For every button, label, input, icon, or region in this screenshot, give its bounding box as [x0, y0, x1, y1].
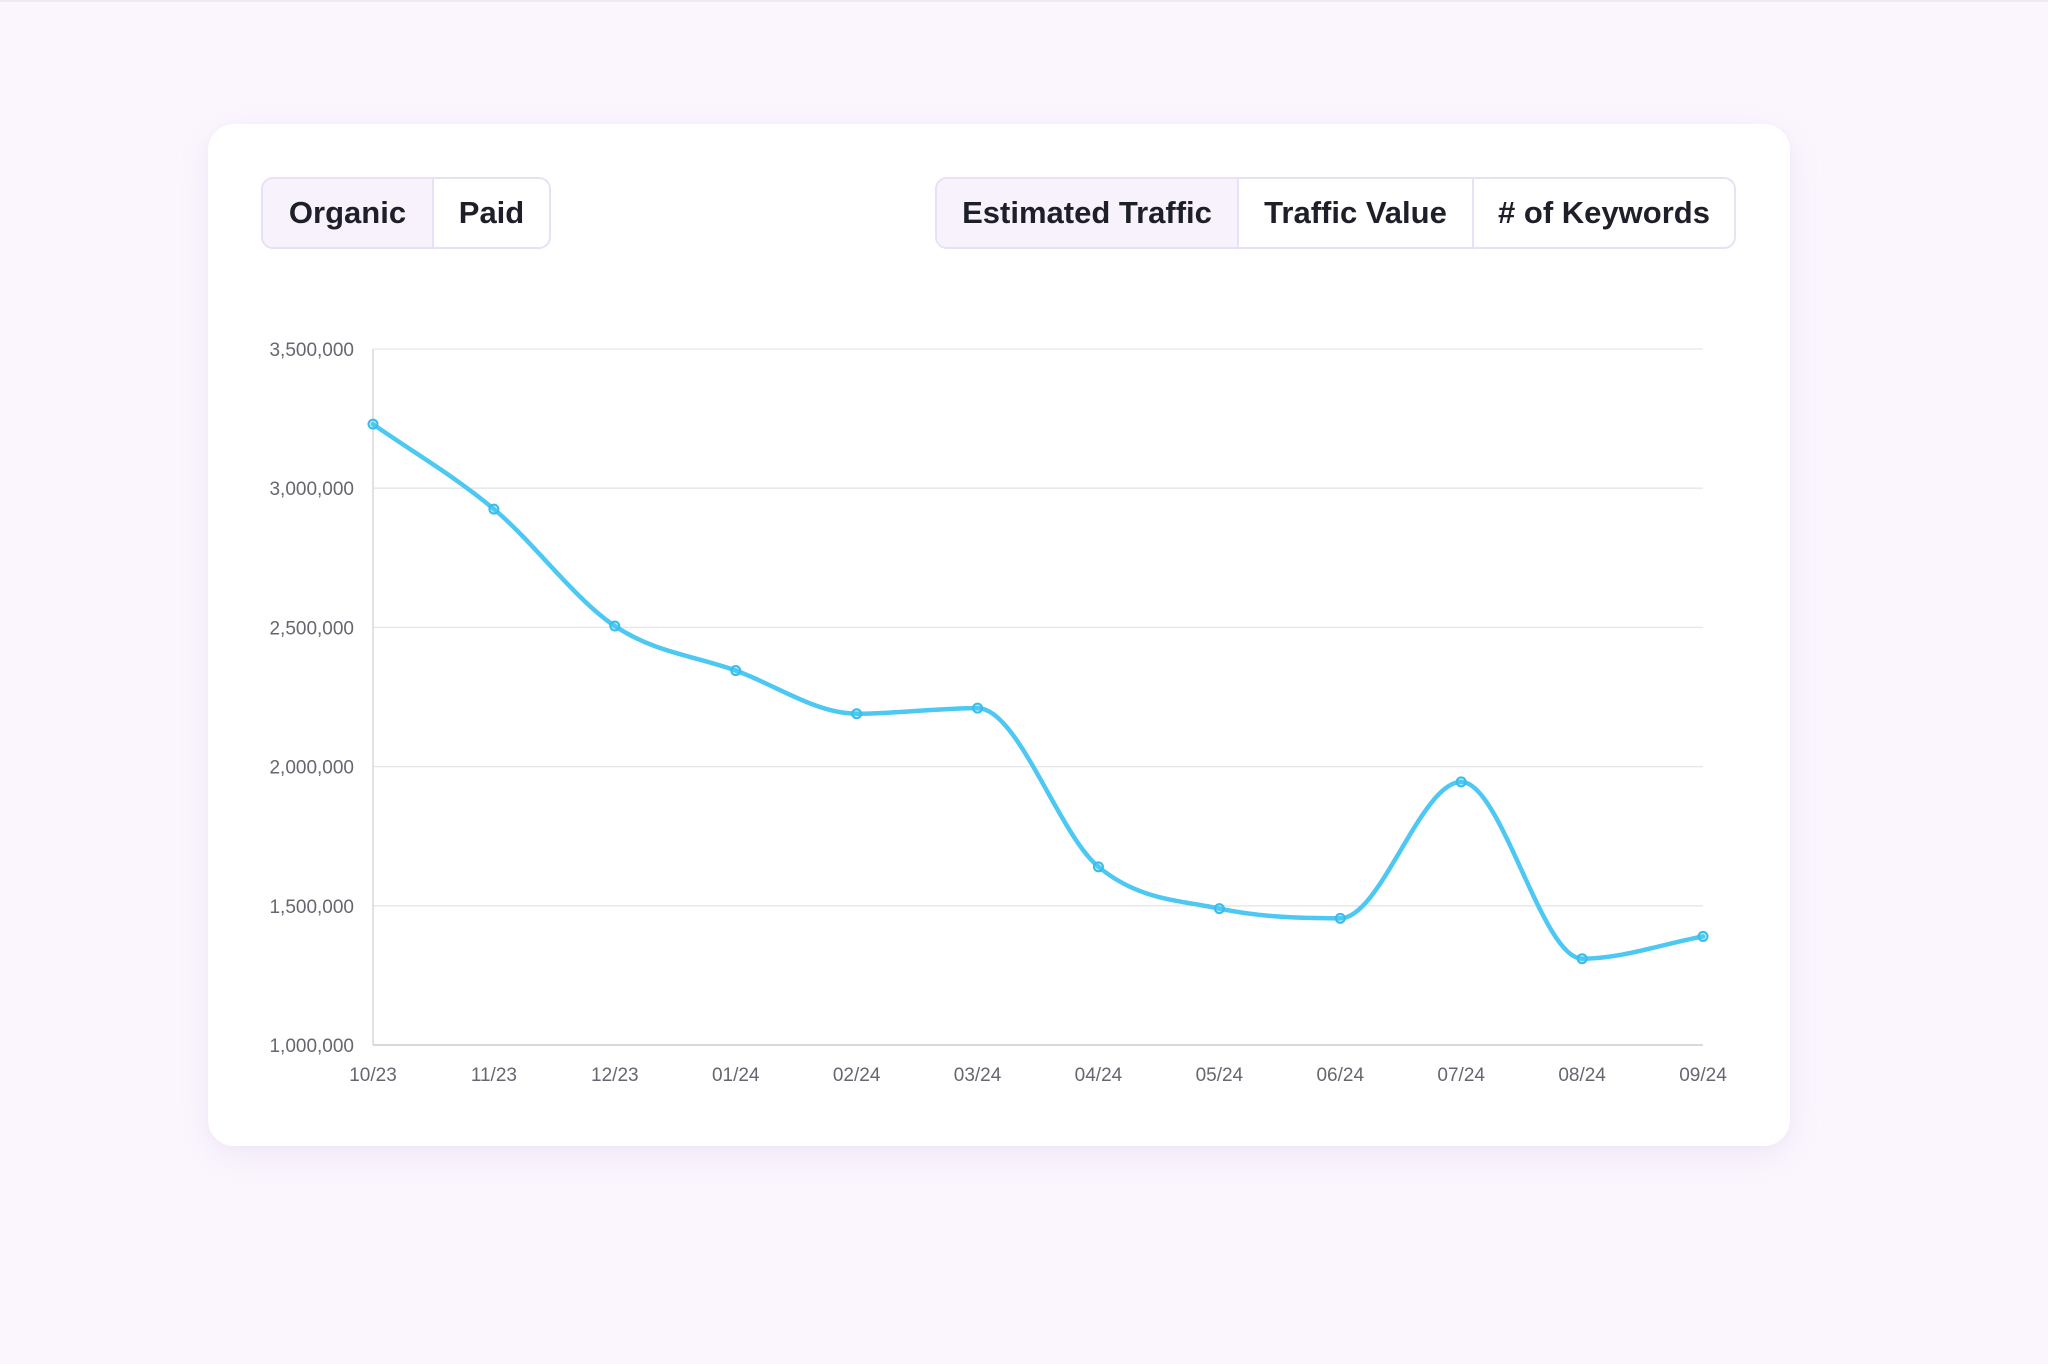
- x-tick-label: 08/24: [1558, 1065, 1606, 1086]
- x-tick-label: 10/23: [349, 1065, 397, 1086]
- data-point: [1455, 776, 1467, 788]
- data-point: [367, 418, 379, 430]
- data-point: [609, 620, 621, 632]
- x-tick-label: 02/24: [833, 1065, 881, 1086]
- data-point: [851, 708, 863, 720]
- data-point: [730, 665, 742, 677]
- y-tick-label: 1,000,000: [269, 1036, 354, 1057]
- data-point: [1697, 930, 1709, 942]
- x-tick-label: 05/24: [1196, 1065, 1244, 1086]
- data-point: [1213, 903, 1225, 915]
- keywords-count-button[interactable]: # of Keywords: [1472, 179, 1734, 247]
- series-line: [370, 421, 1706, 961]
- y-tick-label: 2,000,000: [269, 758, 354, 779]
- source-toggle-group: Organic Paid: [261, 177, 551, 249]
- x-tick-label: 07/24: [1437, 1065, 1485, 1086]
- y-tick-label: 3,000,000: [269, 479, 354, 500]
- data-point: [1576, 953, 1588, 965]
- line-chart: 1,000,000 1,500,000 2,000,000 2,500,000 3,00…: [269, 340, 1727, 1086]
- data-point: [1092, 861, 1104, 873]
- traffic-value-button[interactable]: Traffic Value: [1237, 179, 1472, 247]
- estimated-traffic-button[interactable]: Estimated Traffic: [937, 179, 1237, 247]
- data-point: [1334, 912, 1346, 924]
- organic-toggle-button[interactable]: Organic: [263, 179, 432, 247]
- y-tick-label: 1,500,000: [269, 897, 354, 918]
- top-border: [0, 0, 2048, 2]
- paid-toggle-button[interactable]: Paid: [432, 179, 549, 247]
- data-point: [488, 503, 500, 515]
- x-tick-label: 03/24: [954, 1065, 1002, 1086]
- data-point: [972, 702, 984, 714]
- x-tick-label: 04/24: [1075, 1065, 1123, 1086]
- x-tick-label: 12/23: [591, 1065, 639, 1086]
- metric-toggle-group: Estimated Traffic Traffic Value # of Key…: [935, 177, 1736, 249]
- x-tick-label: 01/24: [712, 1065, 760, 1086]
- y-tick-label: 3,500,000: [269, 340, 354, 361]
- x-tick-label: 06/24: [1316, 1065, 1364, 1086]
- x-tick-label: 11/23: [471, 1065, 517, 1086]
- x-tick-label: 09/24: [1679, 1065, 1727, 1086]
- traffic-chart-card: Organic Paid Estimated Traffic Traffic V…: [208, 124, 1790, 1146]
- y-tick-label: 2,500,000: [269, 618, 354, 639]
